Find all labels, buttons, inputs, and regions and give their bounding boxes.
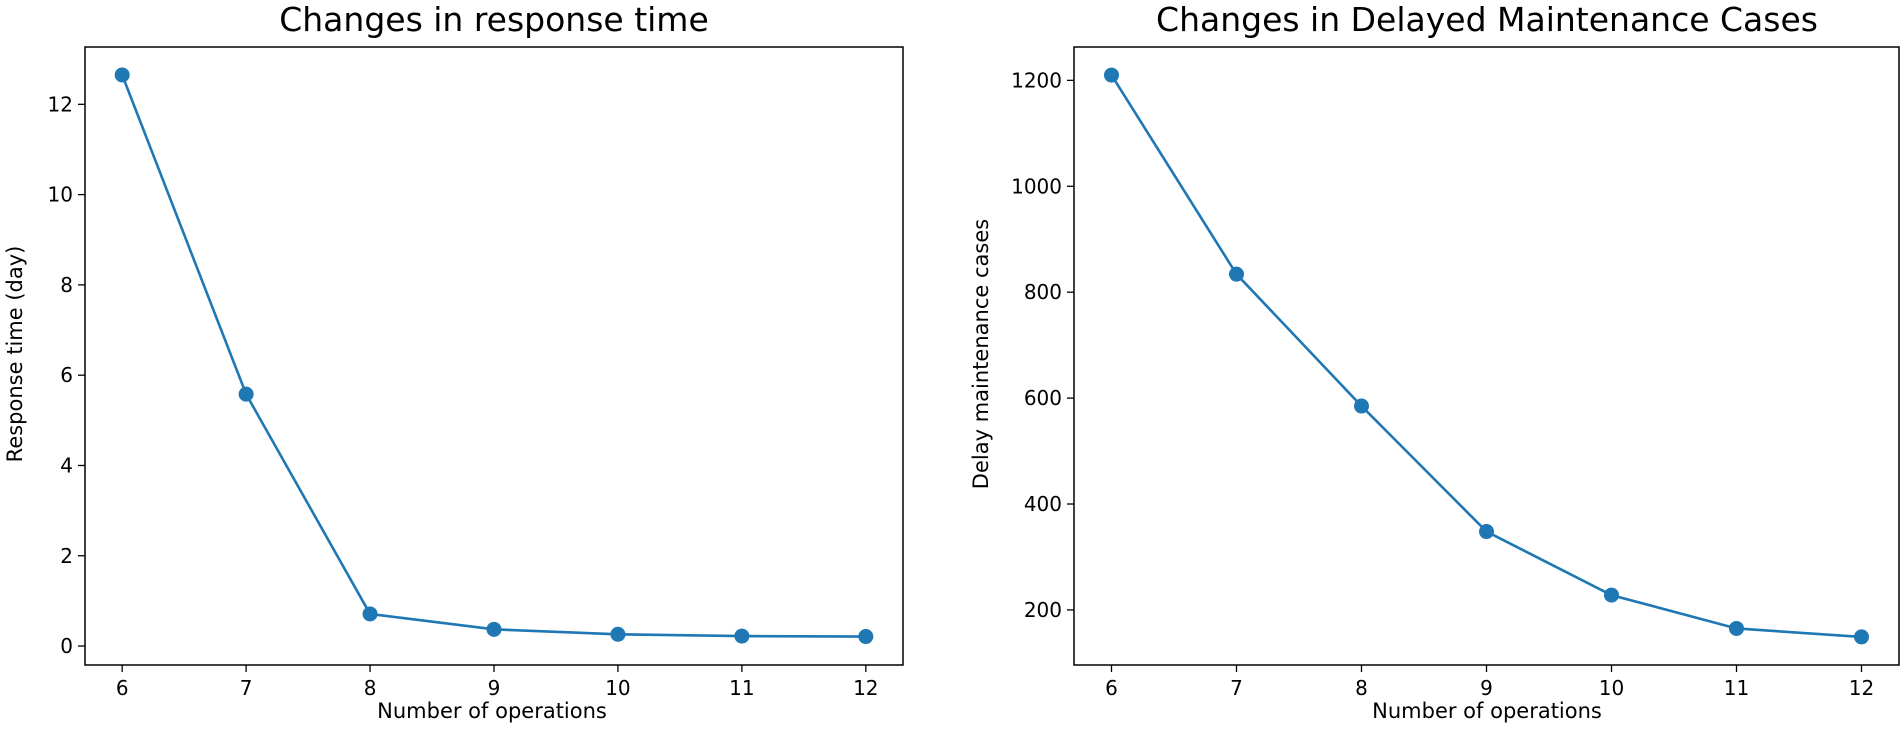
y-tick-label: 4 <box>60 453 73 477</box>
data-point <box>114 67 130 83</box>
y-tick-label: 2 <box>60 544 73 568</box>
axes-frame <box>84 46 904 666</box>
data-point <box>1604 587 1619 603</box>
y-tick-label: 8 <box>60 273 73 297</box>
x-tick-label: 9 <box>488 676 501 700</box>
y-tick-label: 600 <box>1024 386 1062 410</box>
y-tick-label: 1000 <box>1011 174 1062 198</box>
data-point <box>610 626 626 642</box>
data-point <box>1479 524 1494 540</box>
data-point <box>1354 398 1369 414</box>
y-tick-label: 0 <box>60 634 73 658</box>
x-tick-label: 7 <box>1230 676 1243 700</box>
data-point <box>1104 67 1119 83</box>
y-tick-label: 12 <box>48 92 73 116</box>
series-line <box>120 74 866 638</box>
chart-title: Changes in response time <box>279 0 709 39</box>
y-axis-label: Delay maintenance cases <box>969 219 993 489</box>
x-tick-label: 9 <box>1480 676 1493 700</box>
y-tick-label: 1200 <box>1011 68 1062 92</box>
x-tick-label: 8 <box>364 676 377 700</box>
data-point <box>734 628 750 644</box>
x-axis-label: Number of operations <box>1372 699 1602 723</box>
y-tick-label: 200 <box>1024 598 1062 622</box>
plot-area: 6 7 8 9 10 11 12 0 2 4 6 8 10 12 <box>48 46 904 700</box>
data-point <box>1229 266 1244 282</box>
data-point <box>1854 629 1869 645</box>
data-point <box>1729 620 1744 636</box>
series-line <box>1110 74 1862 639</box>
y-axis-label: Response time (day) <box>3 246 27 463</box>
chart-title: Changes in Delayed Maintenance Cases <box>1156 0 1818 39</box>
plot-area: 6 7 8 9 10 11 12 200 400 600 800 1000 1200 <box>1011 46 1900 700</box>
x-tick-label: 12 <box>853 676 878 700</box>
x-tick-label: 6 <box>116 676 129 700</box>
x-tick-label: 12 <box>1849 676 1874 700</box>
x-tick-label: 11 <box>1724 676 1749 700</box>
axes-frame <box>1073 46 1900 666</box>
data-point <box>362 606 378 622</box>
y-tick-label: 800 <box>1024 280 1062 304</box>
x-tick-label: 10 <box>605 676 630 700</box>
y-tick-label: 6 <box>60 363 73 387</box>
x-tick-label: 6 <box>1105 676 1118 700</box>
x-tick-label: 11 <box>729 676 754 700</box>
y-tick-label: 400 <box>1024 492 1062 516</box>
data-point <box>858 629 874 645</box>
x-axis-label: Number of operations <box>377 699 607 723</box>
chart-left: Changes in response time 6 7 8 9 10 11 12 0 2 4 6 8… <box>3 0 904 723</box>
x-tick-label: 7 <box>240 676 253 700</box>
x-tick-label: 8 <box>1355 676 1368 700</box>
data-point <box>238 386 254 402</box>
y-tick-label: 10 <box>48 183 73 207</box>
chart-right: Changes in Delayed Maintenance Cases 6 7 8… <box>969 0 1900 723</box>
x-tick-label: 10 <box>1599 676 1624 700</box>
data-point <box>486 621 502 637</box>
